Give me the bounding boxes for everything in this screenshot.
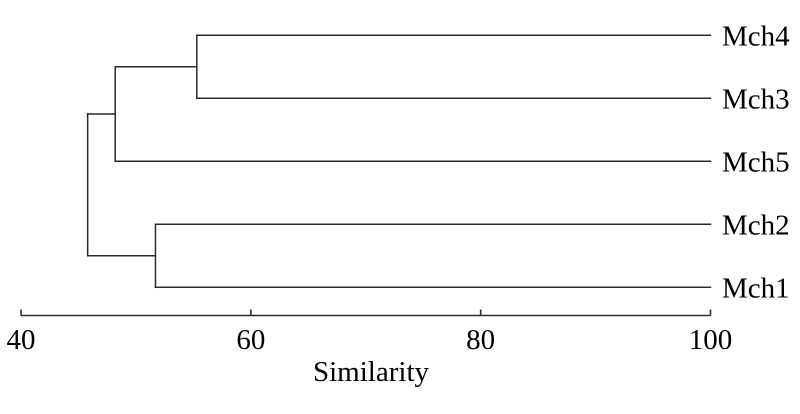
x-axis-tick-label: 40 [7,324,36,356]
leaf-label: Mch2 [722,209,790,241]
leaf-label: Mch5 [722,146,790,178]
x-axis-tick-label: 80 [466,324,495,356]
x-axis-title: Similarity [313,356,430,388]
leaf-label: Mch4 [722,20,790,52]
x-axis-tick-label: 100 [689,324,733,356]
leaf-label: Mch1 [722,272,790,304]
x-axis-tick-label: 60 [236,324,265,356]
leaf-label: Mch3 [722,83,790,115]
